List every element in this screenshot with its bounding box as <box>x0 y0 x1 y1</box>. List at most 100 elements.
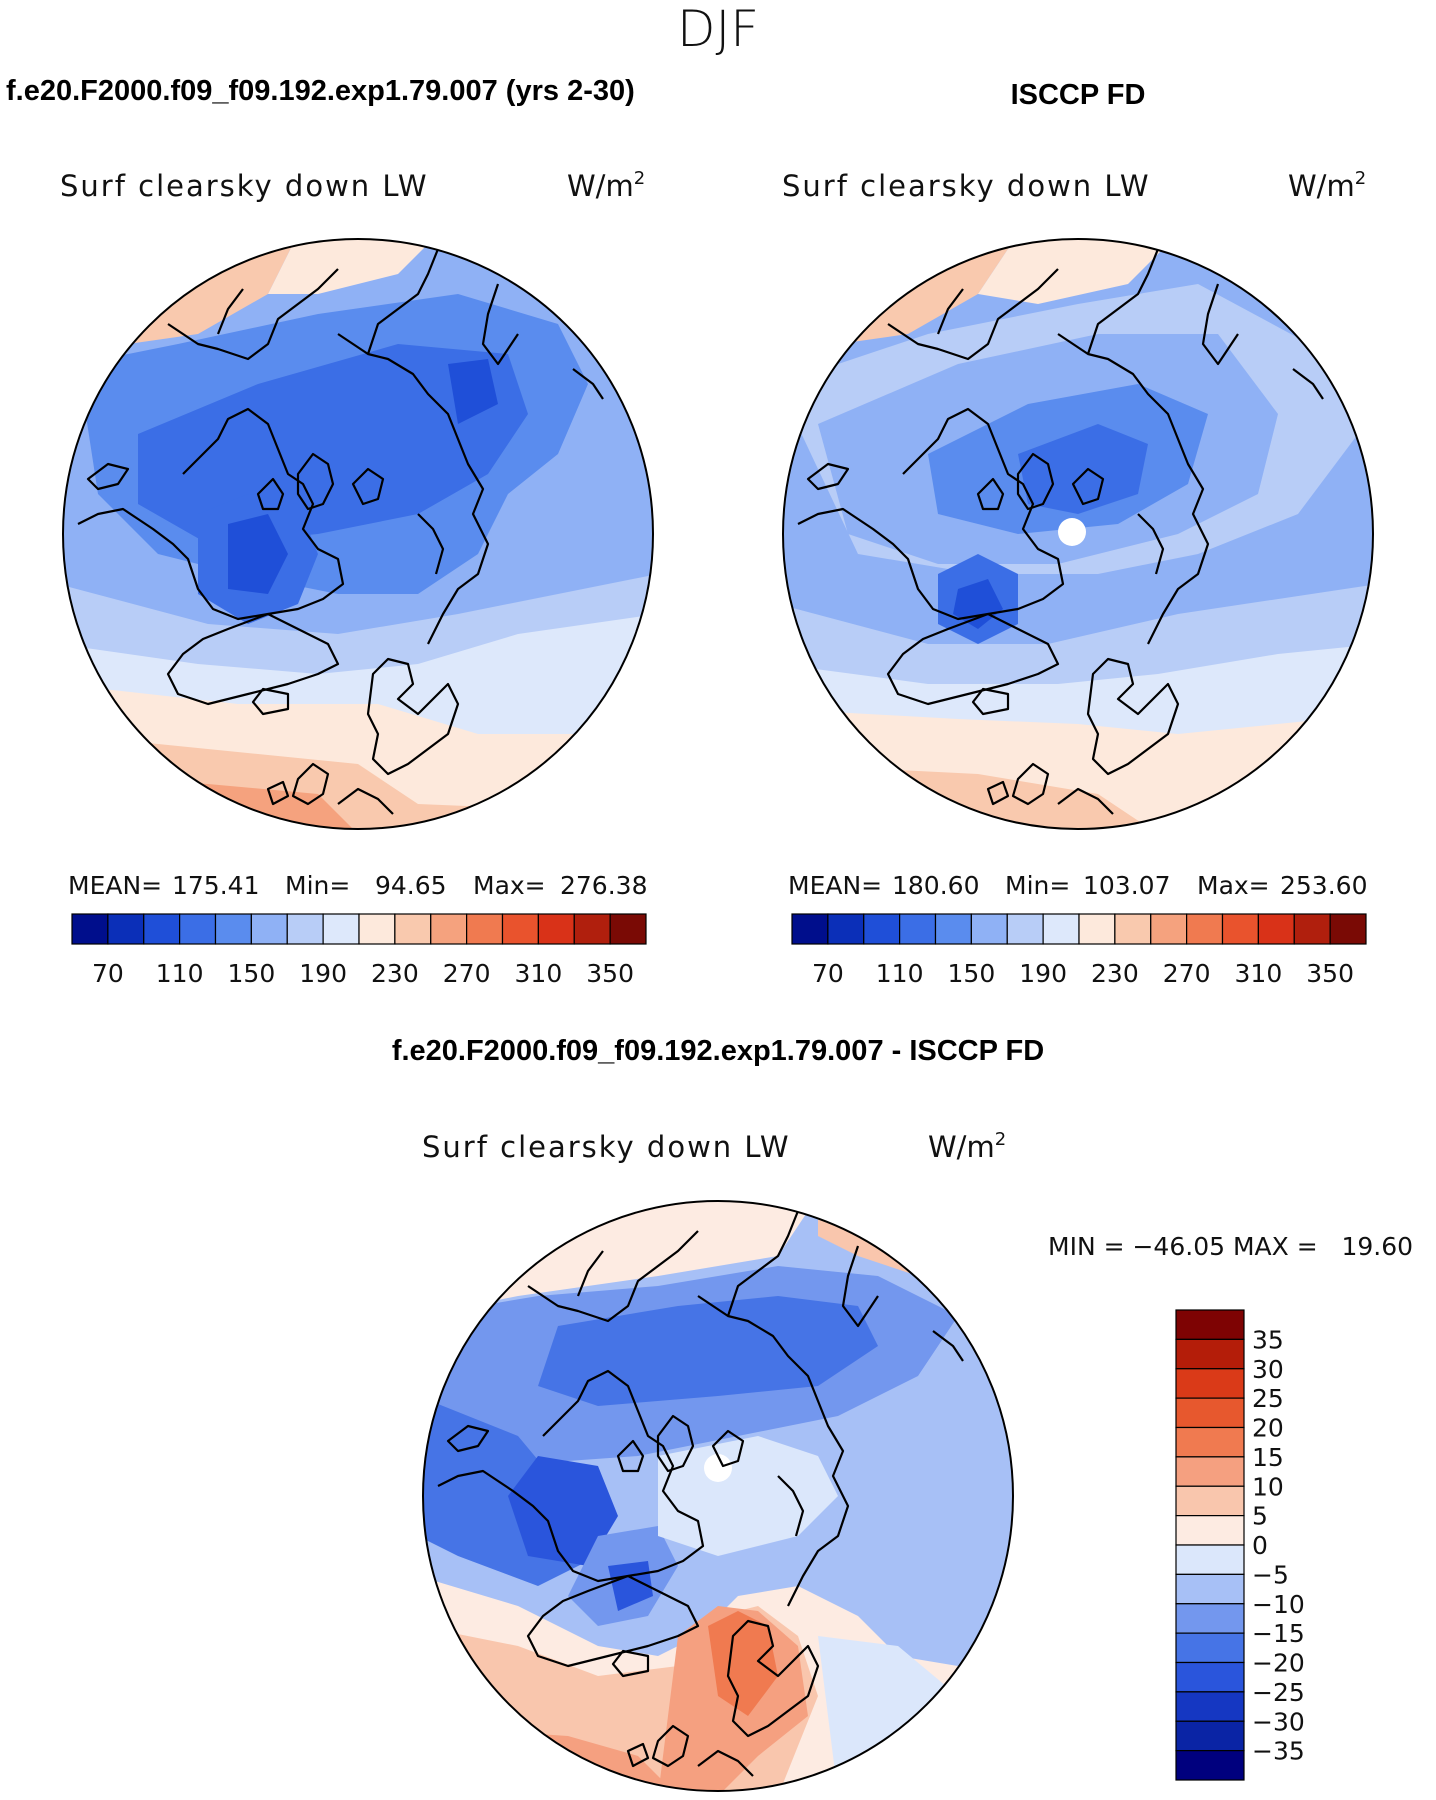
colorbar-b-swatch <box>791 913 829 945</box>
colorbar-a-swatch <box>322 913 360 945</box>
colorbar-b-swatch <box>1150 913 1188 945</box>
panel-a-max: 276.38 <box>560 871 647 900</box>
colorbar-b-swatch <box>934 913 972 945</box>
colorbar-a-swatch <box>286 913 324 945</box>
colorbar-diff-swatch <box>1175 1544 1245 1575</box>
colorbar-a-tick-label: 110 <box>156 959 204 988</box>
colorbar-diff-tick-label: −35 <box>1252 1737 1305 1766</box>
colorbar-a-swatch <box>501 913 539 945</box>
panel-a-subtitle: Surf clearsky down LW <box>60 169 429 203</box>
diff-panel-units-base: W/m <box>928 1130 995 1164</box>
panel-a-title: f.e20.F2000.f09_f09.192.exp1.79.007 (yrs… <box>6 75 635 107</box>
colorbar-a-tick-label: 190 <box>299 959 347 988</box>
colorbar-a-tick-label: 270 <box>443 959 491 988</box>
colorbar-b-swatch <box>1042 913 1080 945</box>
colorbar-panel-b: 70 110 150 190 230 270 310 350 <box>791 913 1367 988</box>
colorbar-a-swatch <box>250 913 288 945</box>
colorbar-diff-tick-label: 0 <box>1252 1531 1268 1560</box>
panel-a-min: 94.65 <box>375 871 447 900</box>
colorbar-diff-tick-label: −15 <box>1252 1619 1305 1648</box>
colorbar-diff-swatch <box>1175 1632 1245 1664</box>
colorbar-b-tick-label: 230 <box>1091 959 1139 988</box>
colorbar-b-swatch <box>1257 913 1295 945</box>
colorbar-diff-swatch <box>1175 1426 1245 1458</box>
colorbar-diff-tick-label: −10 <box>1252 1590 1305 1619</box>
panel-b-min-label: Min= <box>1005 871 1070 900</box>
colorbar-diff-swatch <box>1175 1661 1245 1693</box>
colorbar-b-swatch <box>863 913 901 945</box>
colorbar-b-swatch <box>1078 913 1116 945</box>
colorbar-diff-swatch <box>1175 1691 1245 1722</box>
map-panel-a-border <box>62 238 654 830</box>
colorbar-a-tick-label: 310 <box>515 959 563 988</box>
diff-panel-minmax: MIN = −46.05 MAX = 19.60 <box>1048 1232 1413 1261</box>
colorbar-diff-swatch <box>1175 1456 1245 1487</box>
colorbar-diff-swatch <box>1175 1309 1245 1340</box>
map-panel-a <box>63 239 653 829</box>
season-title: DJF <box>677 0 759 58</box>
colorbar-diff-swatch <box>1175 1515 1245 1546</box>
panel-b-subtitle: Surf clearsky down LW <box>782 169 1151 203</box>
panel-a-mean: 175.41 <box>172 871 259 900</box>
colorbar-diff-tick-label: 35 <box>1252 1325 1284 1354</box>
colorbar-a-swatch <box>179 913 217 945</box>
diff-panel-units-sup: 2 <box>995 1129 1006 1150</box>
colorbar-a-swatch <box>573 913 611 945</box>
colorbar-diff-swatch <box>1175 1720 1245 1752</box>
map-diff-panel <box>423 1201 1013 1791</box>
colorbar-diff-swatch <box>1175 1397 1245 1429</box>
colorbar-b-tick-label: 350 <box>1306 959 1354 988</box>
colorbar-a-swatch <box>71 913 109 945</box>
map-panel-b <box>783 239 1373 829</box>
diff-panel-units: W/m2 <box>928 1129 1006 1164</box>
colorbar-a-tick-label: 350 <box>586 959 634 988</box>
colorbar-diff-tick-label: 5 <box>1252 1502 1268 1531</box>
colorbar-diff-tick-label: −20 <box>1252 1649 1305 1678</box>
colorbar-b-tick-label: 270 <box>1163 959 1211 988</box>
colorbar-panel-a: 70 110 150 190 230 270 310 350 <box>71 913 647 988</box>
colorbar-diff-swatch <box>1175 1368 1245 1399</box>
map-panel-b-border <box>782 238 1374 830</box>
diff-panel-title: f.e20.F2000.f09_f09.192.exp1.79.007 - IS… <box>392 1035 1044 1067</box>
colorbar-diff-tick-label: 10 <box>1252 1472 1284 1501</box>
colorbar-b-tick-label: 110 <box>876 959 924 988</box>
colorbar-a-swatch <box>466 913 504 945</box>
colorbar-b-tick-label: 190 <box>1019 959 1067 988</box>
panel-b-max: 253.60 <box>1280 871 1367 900</box>
diff-panel-subtitle: Surf clearsky down LW <box>422 1130 791 1164</box>
colorbar-a-tick-label: 230 <box>371 959 419 988</box>
colorbar-a-tick-label: 70 <box>92 959 124 988</box>
panel-a-min-label: Min= <box>285 871 350 900</box>
colorbar-b-swatch <box>970 913 1008 945</box>
map-diff-panel-border <box>422 1200 1014 1792</box>
colorbar-b-swatch <box>1114 913 1152 945</box>
colorbar-diff-swatch <box>1175 1603 1245 1634</box>
colorbar-a-swatch <box>537 913 575 945</box>
colorbar-diff-swatch <box>1175 1485 1245 1517</box>
panel-b-mean-label: MEAN= <box>788 871 882 900</box>
panel-a-units-base: W/m <box>567 169 634 203</box>
panel-a-units: W/m2 <box>567 168 645 203</box>
colorbar-a-tick-label: 150 <box>228 959 276 988</box>
colorbar-diff-tick-label: 15 <box>1252 1443 1284 1472</box>
colorbar-diff-swatch <box>1175 1573 1245 1605</box>
colorbar-a-swatch <box>214 913 252 945</box>
colorbar-b-tick-label: 70 <box>812 959 844 988</box>
colorbar-b-swatch <box>899 913 937 945</box>
colorbar-a-swatch <box>143 913 181 945</box>
colorbar-diff-tick-label: 25 <box>1252 1384 1284 1413</box>
colorbar-a-swatch <box>107 913 145 945</box>
colorbar-diff-tick-label: −5 <box>1252 1560 1289 1589</box>
panel-b-units-sup: 2 <box>1355 168 1366 189</box>
panel-b-max-label: Max= <box>1197 871 1270 900</box>
panel-a-units-sup: 2 <box>634 168 645 189</box>
panel-b-title: ISCCP FD <box>1011 79 1146 111</box>
panel-b-min: 103.07 <box>1083 871 1170 900</box>
colorbar-b-swatch <box>1293 913 1331 945</box>
colorbar-a-swatch <box>609 913 647 945</box>
colorbar-diff-tick-label: 30 <box>1252 1355 1284 1384</box>
panel-b-units-base: W/m <box>1288 169 1355 203</box>
colorbar-diff-swatch <box>1175 1750 1245 1781</box>
colorbar-diff-swatch <box>1175 1338 1245 1370</box>
